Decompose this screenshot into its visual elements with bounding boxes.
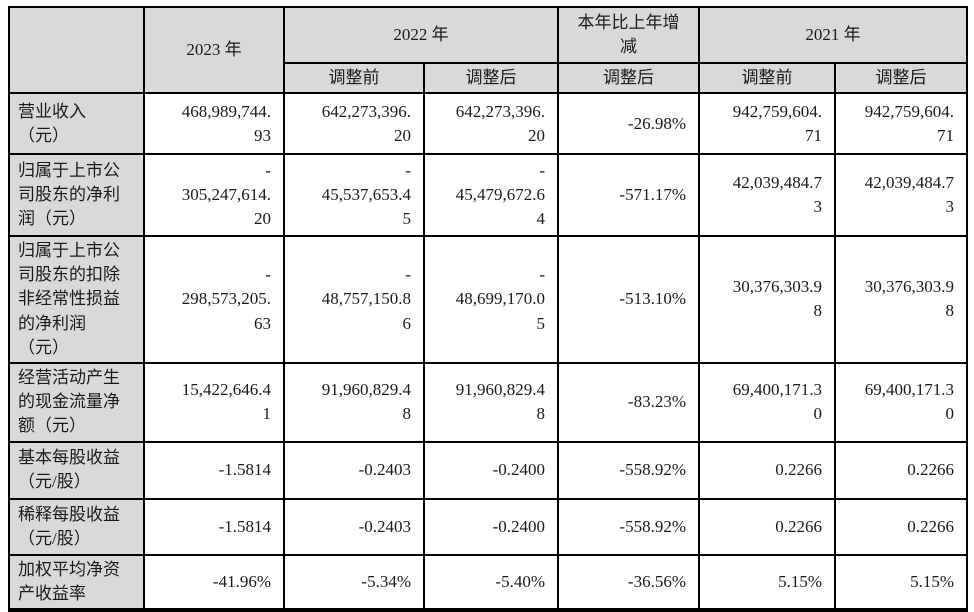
header-row-1: 2023 年 2022 年 本年比上年增 减 2021 年 [8,5,968,95]
header-blank-cell [8,5,145,95]
cell-change: -571.17% [557,153,700,238]
cell-2022-before: 642,273,396. 20 [283,92,425,156]
cell-2021-before: 0.2266 [698,440,836,500]
table-row-net-profit-excl-nonrecurring: 归属于上市公 司股东的扣除 非经常性损益 的净利润 （元） - 298,573,… [8,235,968,364]
header-change: 本年比上年增 减 [557,6,700,64]
header-2021-adj-before: 调整前 [698,61,836,95]
cell-2022-before: -0.2403 [283,440,425,500]
cell-2021-before: 30,376,303.9 8 [698,235,836,364]
financial-summary-table: 2023 年 2022 年 本年比上年增 减 2021 年 调整前 调整后 调整… [8,5,968,612]
cell-2021-after: 0.2266 [834,497,968,556]
header-2021-adj-after: 调整后 [834,61,968,95]
cell-2022-after: - 48,699,170.0 5 [423,235,559,364]
cell-2021-after: 942,759,604. 71 [834,92,968,156]
row-label: 归属于上市公 司股东的净利 润（元） [8,153,145,238]
cell-2022-before: - 48,757,150.8 6 [283,235,425,364]
row-label: 稀释每股收益 （元/股） [8,497,145,556]
cell-2022-after: - 45,479,672.6 4 [423,153,559,238]
cell-2023: -1.5814 [143,440,285,500]
table-row-net-profit: 归属于上市公 司股东的净利 润（元） - 305,247,614. 20 - 4… [8,153,968,238]
cell-change: -26.98% [557,92,700,156]
table-row-weighted-avg-roe: 加权平均净资 产收益率 -41.96% -5.34% -5.40% -36.56… [8,553,968,612]
cell-2022-after: 91,960,829.4 8 [423,361,559,443]
cell-2022-before: -5.34% [283,553,425,612]
cell-2022-after: -0.2400 [423,497,559,556]
cell-2021-before: 0.2266 [698,497,836,556]
cell-2023: 468,989,744. 93 [143,92,285,156]
cell-2021-before: 69,400,171.3 0 [698,361,836,443]
row-label: 加权平均净资 产收益率 [8,553,145,612]
cell-2023: -1.5814 [143,497,285,556]
table-row-operating-revenue: 营业收入 （元） 468,989,744. 93 642,273,396. 20… [8,92,968,156]
cell-change: -513.10% [557,235,700,364]
cell-2023: -41.96% [143,553,285,612]
header-year-2023: 2023 年 [143,5,285,95]
header-2022-adj-after: 调整后 [423,61,559,95]
cell-2023: 15,422,646.4 1 [143,361,285,443]
cell-change: -558.92% [557,440,700,500]
table-row-operating-cash-flow: 经营活动产生 的现金流量净 额（元） 15,422,646.4 1 91,960… [8,361,968,443]
row-label: 营业收入 （元） [8,92,145,156]
header-year-2021: 2021 年 [698,6,968,64]
cell-2022-after: -0.2400 [423,440,559,500]
cell-2021-before: 42,039,484.7 3 [698,153,836,238]
header-2022-adj-before: 调整前 [283,61,425,95]
cell-2021-after: 42,039,484.7 3 [834,153,968,238]
cell-2021-after: 0.2266 [834,440,968,500]
table-row-diluted-eps: 稀释每股收益 （元/股） -1.5814 -0.2403 -0.2400 -55… [8,497,968,556]
header-change-adj-after: 调整后 [557,61,700,95]
cell-2022-before: 91,960,829.4 8 [283,361,425,443]
cell-2023: - 298,573,205. 63 [143,235,285,364]
cell-2021-after: 30,376,303.9 8 [834,235,968,364]
cell-change: -558.92% [557,497,700,556]
table-row-basic-eps: 基本每股收益 （元/股） -1.5814 -0.2403 -0.2400 -55… [8,440,968,500]
row-label: 归属于上市公 司股东的扣除 非经常性损益 的净利润 （元） [8,235,145,364]
cell-2022-after: -5.40% [423,553,559,612]
cell-2021-after: 69,400,171.3 0 [834,361,968,443]
cell-2022-before: -0.2403 [283,497,425,556]
header-row-2: 调整前 调整后 调整后 调整前 调整后 [9,61,968,95]
header-year-2022: 2022 年 [283,6,559,64]
cell-change: -83.23% [557,361,700,443]
cell-2022-before: - 45,537,653.4 5 [283,153,425,238]
row-label: 经营活动产生 的现金流量净 额（元） [8,361,145,443]
cell-2021-after: 5.15% [834,553,968,612]
cell-2023: - 305,247,614. 20 [143,153,285,238]
cell-2021-before: 5.15% [698,553,836,612]
cell-change: -36.56% [557,553,700,612]
cell-2021-before: 942,759,604. 71 [698,92,836,156]
row-label: 基本每股收益 （元/股） [8,440,145,500]
cell-2022-after: 642,273,396. 20 [423,92,559,156]
